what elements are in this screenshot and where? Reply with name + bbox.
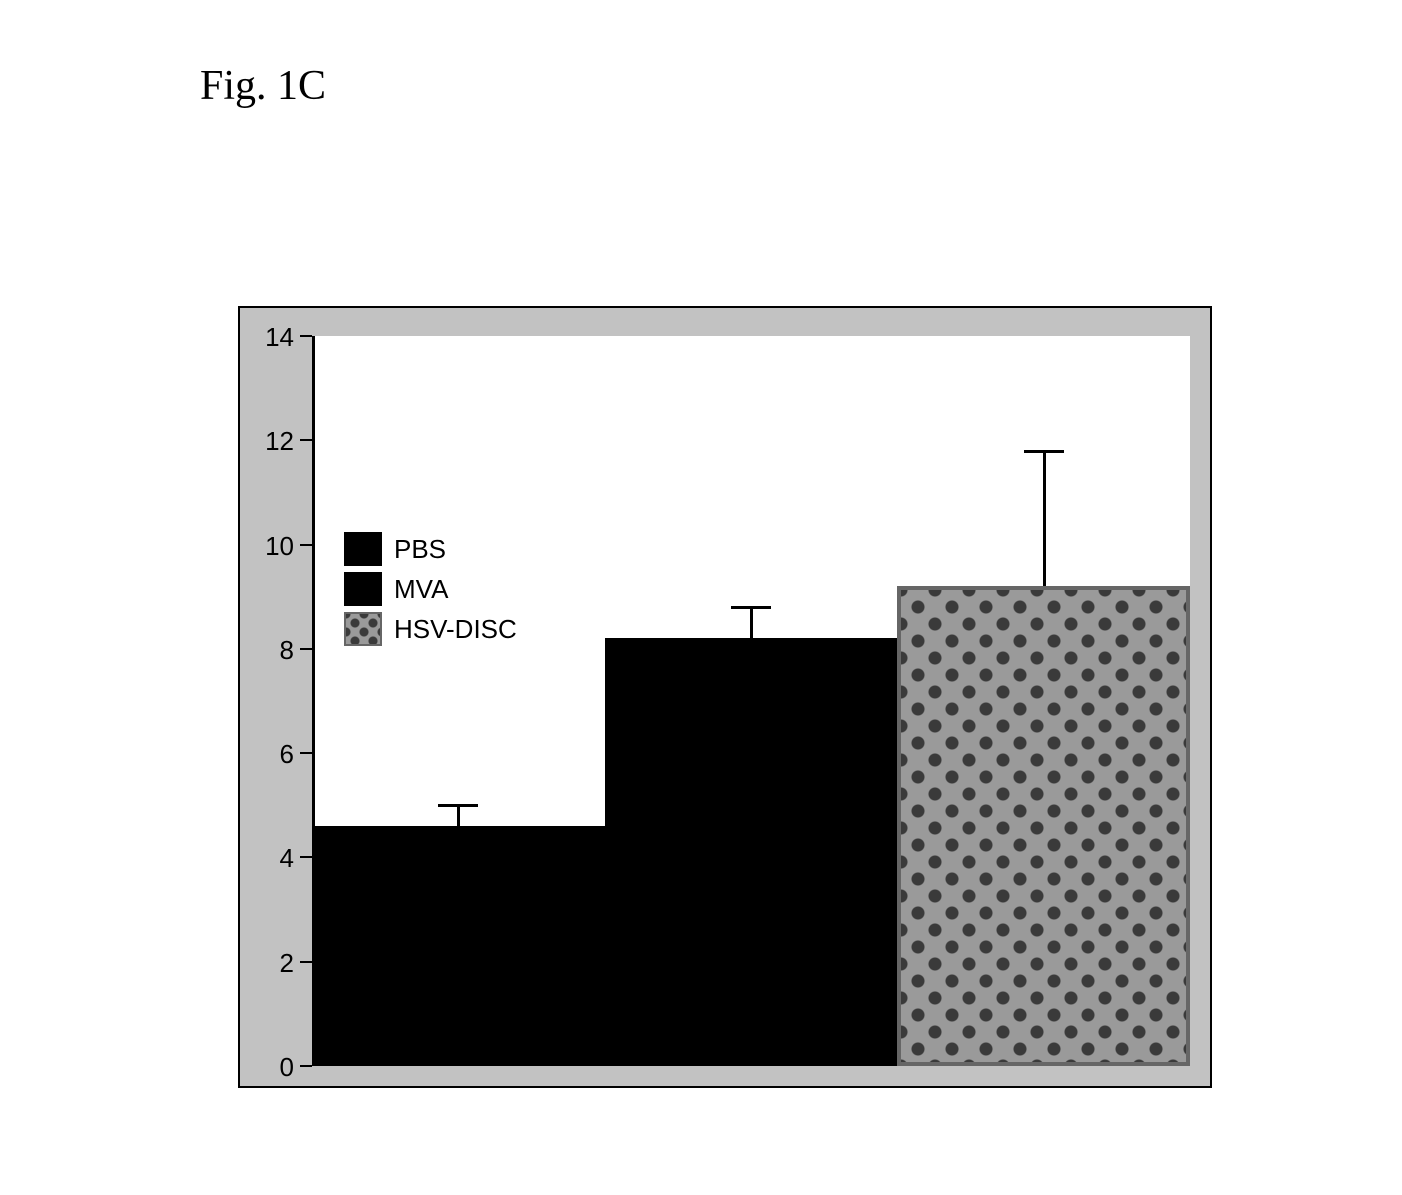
error-bar: [457, 805, 460, 826]
y-tick: [300, 439, 312, 441]
bar-mva: [605, 638, 898, 1066]
error-bar: [750, 607, 753, 638]
y-tick: [300, 752, 312, 754]
bar-pbs: [312, 826, 605, 1066]
y-tick-label: 0: [254, 1052, 294, 1083]
y-tick: [300, 648, 312, 650]
error-cap: [1024, 450, 1064, 453]
error-bar: [1043, 451, 1046, 587]
legend-swatch: [344, 612, 382, 646]
y-tick: [300, 335, 312, 337]
legend-label: HSV-DISC: [394, 614, 517, 645]
chart-background: PBS MVA HSV-DISC 0 2 4 6 8 10 12 14: [238, 306, 1212, 1088]
legend-swatch: [344, 532, 382, 566]
y-tick-label: 8: [254, 635, 294, 666]
plot-area: PBS MVA HSV-DISC: [312, 336, 1190, 1066]
bar-hsv-disc: [897, 586, 1190, 1066]
legend-label: MVA: [394, 574, 448, 605]
figure-title: Fig. 1C: [200, 62, 326, 110]
error-cap: [438, 804, 478, 807]
y-tick: [300, 544, 312, 546]
y-tick: [300, 856, 312, 858]
y-tick: [300, 961, 312, 963]
legend: PBS MVA HSV-DISC: [344, 532, 517, 652]
legend-item: PBS: [344, 532, 517, 566]
y-tick-label: 2: [254, 948, 294, 979]
y-tick-label: 10: [254, 531, 294, 562]
y-tick-label: 14: [254, 322, 294, 353]
y-tick: [300, 1065, 312, 1067]
error-cap: [731, 606, 771, 609]
y-tick-label: 12: [254, 426, 294, 457]
y-tick-label: 4: [254, 843, 294, 874]
legend-item: MVA: [344, 572, 517, 606]
legend-swatch: [344, 572, 382, 606]
legend-label: PBS: [394, 534, 446, 565]
y-tick-label: 6: [254, 739, 294, 770]
legend-item: HSV-DISC: [344, 612, 517, 646]
